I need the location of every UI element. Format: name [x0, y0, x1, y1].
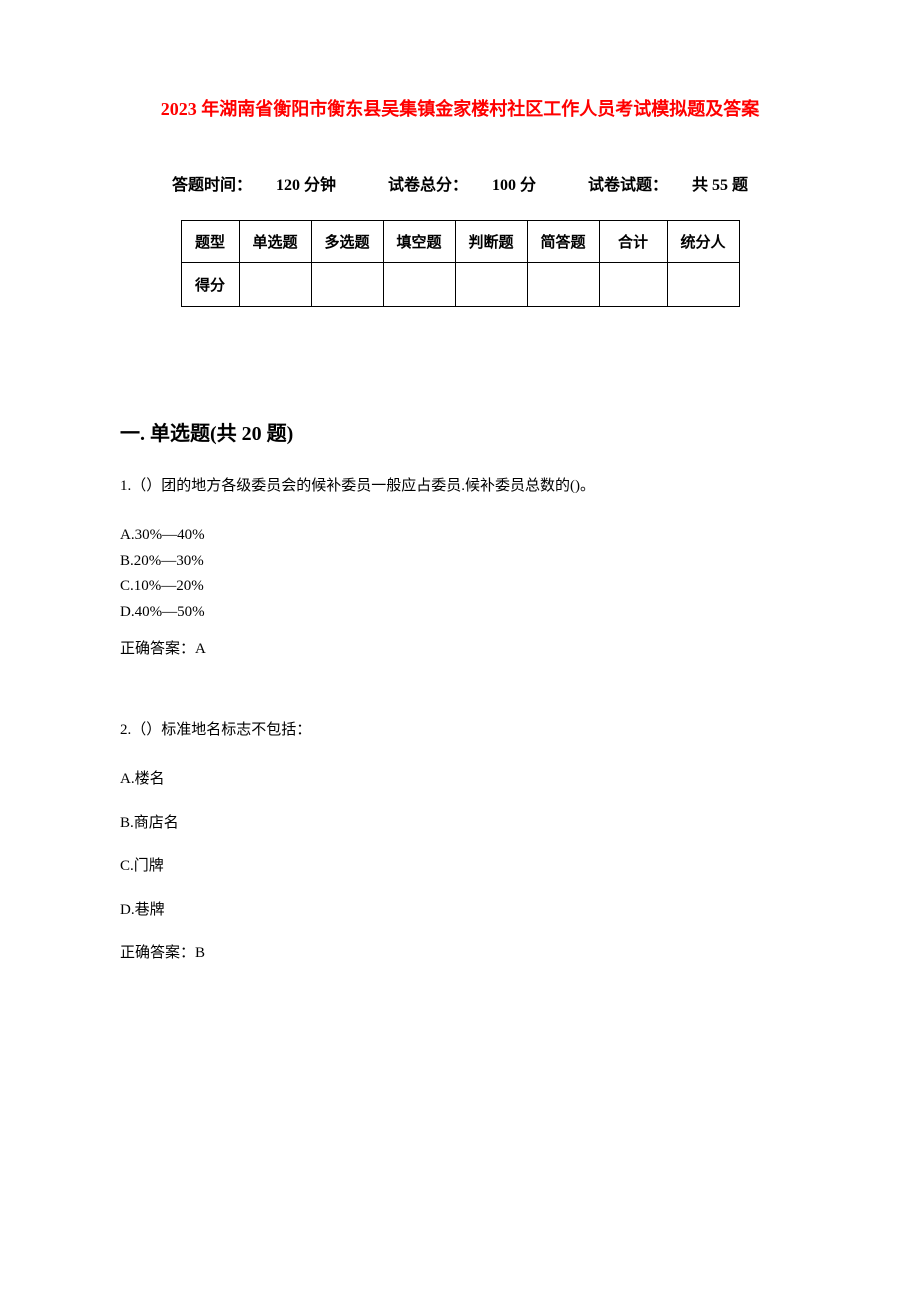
q2-answer: 正确答案：B: [120, 941, 800, 962]
q2-answer-label: 正确答案：: [120, 945, 195, 961]
col-scorer: 统分人: [667, 221, 739, 263]
q2-options: A.楼名 B.商店名 C.门牌 D.巷牌: [120, 767, 800, 923]
col-judge: 判断题: [455, 221, 527, 263]
q1-option-d: D.40%—50%: [120, 600, 800, 626]
q1-options: A.30%—40% B.20%—30% C.10%—20% D.40%—50%: [120, 523, 800, 625]
question-2: 2.（）标准地名标志不包括： A.楼名 B.商店名 C.门牌 D.巷牌 正确答案…: [120, 718, 800, 962]
q1-answer: 正确答案：A: [120, 637, 800, 658]
q1-option-c: C.10%—20%: [120, 574, 800, 600]
section-1-heading: 一. 单选题(共 20 题): [120, 417, 800, 446]
meta-time: 答题时间： 120 分钟: [160, 177, 348, 194]
col-short: 简答题: [527, 221, 599, 263]
table-score-row: 得分: [181, 263, 739, 307]
col-fill: 填空题: [383, 221, 455, 263]
q2-option-d: D.巷牌: [120, 898, 800, 924]
q1-answer-label: 正确答案：: [120, 641, 195, 657]
q1-answer-value: A: [195, 641, 206, 657]
header-row-label: 题型: [181, 221, 239, 263]
col-total: 合计: [599, 221, 667, 263]
meta-count: 试卷试题： 共 55 题: [576, 177, 760, 194]
q2-answer-value: B: [195, 945, 205, 961]
question-1: 1.（）团的地方各级委员会的候补委员一般应占委员.候补委员总数的()。 A.30…: [120, 474, 800, 658]
meta-total: 试卷总分： 100 分: [376, 177, 548, 194]
meta-total-label: 试卷总分：: [388, 177, 468, 194]
meta-total-value: 100 分: [492, 177, 536, 194]
q2-option-a: A.楼名: [120, 767, 800, 793]
meta-time-label: 答题时间：: [172, 177, 252, 194]
col-multi: 多选题: [311, 221, 383, 263]
table-header-row: 题型 单选题 多选题 填空题 判断题 简答题 合计 统分人: [181, 221, 739, 263]
meta-count-value: 共 55 题: [692, 177, 748, 194]
score-cell: [455, 263, 527, 307]
q1-option-b: B.20%—30%: [120, 549, 800, 575]
q2-stem: 2.（）标准地名标志不包括：: [120, 718, 800, 739]
score-cell: [667, 263, 739, 307]
meta-count-label: 试卷试题：: [588, 177, 668, 194]
score-cell: [239, 263, 311, 307]
score-cell: [311, 263, 383, 307]
col-single: 单选题: [239, 221, 311, 263]
exam-meta-line: 答题时间： 120 分钟 试卷总分： 100 分 试卷试题： 共 55 题: [120, 171, 800, 195]
score-cell: [383, 263, 455, 307]
score-table: 题型 单选题 多选题 填空题 判断题 简答题 合计 统分人 得分: [181, 220, 740, 307]
q1-stem: 1.（）团的地方各级委员会的候补委员一般应占委员.候补委员总数的()。: [120, 474, 800, 495]
q2-option-b: B.商店名: [120, 811, 800, 837]
q1-option-a: A.30%—40%: [120, 523, 800, 549]
score-cell: [599, 263, 667, 307]
q2-option-c: C.门牌: [120, 854, 800, 880]
meta-time-value: 120 分钟: [276, 177, 336, 194]
score-row-label: 得分: [181, 263, 239, 307]
exam-title: 2023 年湖南省衡阳市衡东县吴集镇金家楼村社区工作人员考试模拟题及答案: [120, 95, 800, 121]
score-cell: [527, 263, 599, 307]
